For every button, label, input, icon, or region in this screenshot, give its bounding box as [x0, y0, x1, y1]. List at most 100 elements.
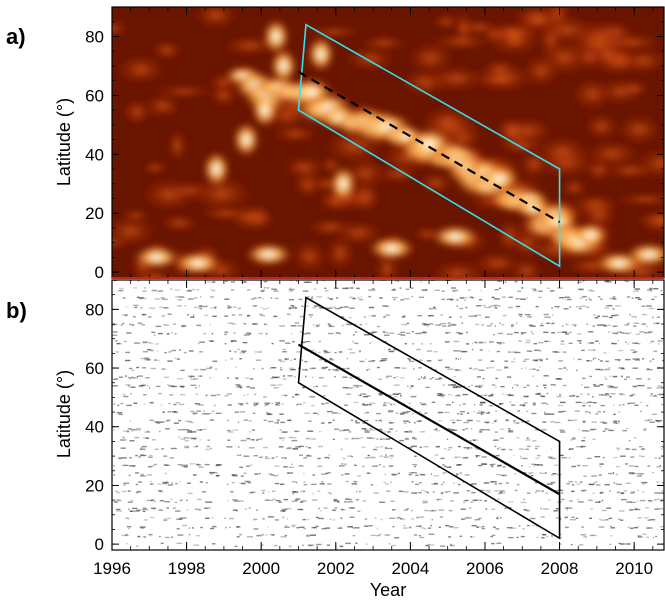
data-point	[599, 463, 604, 465]
data-point	[354, 482, 356, 484]
data-point	[472, 499, 478, 502]
data-point	[504, 360, 508, 362]
data-point	[410, 287, 414, 289]
data-point	[243, 323, 247, 325]
data-point	[634, 472, 641, 475]
data-point	[617, 449, 620, 451]
data-point	[417, 378, 421, 380]
data-point	[603, 411, 606, 413]
data-point	[470, 501, 474, 503]
data-point	[533, 343, 538, 345]
data-point	[633, 322, 640, 324]
data-point	[469, 367, 472, 369]
data-point	[609, 375, 612, 377]
data-point	[525, 314, 531, 316]
data-point	[317, 465, 323, 467]
data-point	[411, 445, 416, 448]
data-point	[246, 315, 250, 317]
data-point	[598, 394, 604, 396]
data-point	[457, 483, 461, 486]
data-point	[183, 351, 187, 354]
data-point	[200, 296, 202, 298]
panel-a-ytick-label: 80	[85, 27, 104, 46]
data-point	[660, 448, 663, 450]
data-point	[437, 394, 442, 397]
data-point	[600, 384, 604, 386]
data-point	[334, 428, 339, 430]
data-point	[378, 394, 383, 396]
heat-warm-patch	[193, 7, 239, 30]
data-point	[149, 454, 153, 457]
data-point	[408, 473, 412, 476]
data-point	[279, 437, 286, 439]
panel-b-xtick-label: 2006	[466, 559, 504, 578]
data-point	[373, 492, 380, 494]
data-point	[647, 387, 652, 389]
data-point	[351, 527, 355, 529]
data-point	[540, 472, 546, 475]
data-point	[626, 501, 632, 503]
data-point	[366, 437, 372, 439]
data-point	[318, 377, 324, 379]
data-point	[588, 405, 591, 407]
data-point	[199, 305, 202, 307]
data-point	[618, 359, 620, 362]
data-point	[481, 411, 485, 413]
data-point	[536, 369, 540, 371]
data-point	[128, 474, 131, 477]
data-point	[457, 445, 461, 448]
data-point	[438, 377, 443, 380]
data-point	[159, 430, 161, 433]
data-point	[247, 482, 252, 484]
data-point	[544, 413, 547, 416]
data-point	[605, 281, 612, 283]
data-point	[581, 446, 583, 448]
data-point	[310, 534, 316, 536]
data-point	[395, 376, 399, 378]
data-point	[214, 306, 217, 308]
data-point	[133, 287, 138, 289]
data-point	[156, 422, 161, 424]
data-point	[575, 517, 579, 519]
data-point	[589, 412, 591, 414]
data-point	[190, 431, 197, 433]
data-point	[401, 316, 405, 318]
data-point	[250, 298, 255, 300]
data-point	[470, 428, 473, 430]
data-point	[557, 411, 563, 413]
data-point	[290, 325, 297, 327]
data-point	[158, 332, 163, 335]
data-point	[546, 535, 549, 538]
data-point	[570, 543, 573, 546]
data-point	[196, 410, 201, 412]
data-point	[176, 358, 180, 360]
data-point	[607, 385, 612, 387]
data-point	[160, 297, 165, 299]
data-point	[129, 440, 135, 442]
data-point	[475, 385, 481, 387]
data-point	[346, 323, 352, 326]
data-point	[227, 499, 229, 502]
data-point	[566, 369, 568, 371]
data-point	[183, 429, 190, 431]
data-point	[176, 542, 183, 544]
data-point	[142, 342, 148, 344]
data-point	[591, 475, 598, 477]
heat-bright-patch	[329, 165, 358, 202]
data-point	[322, 527, 324, 530]
data-point	[252, 323, 258, 325]
data-point	[656, 322, 660, 324]
data-point	[359, 360, 366, 363]
data-point	[116, 508, 121, 511]
data-point	[280, 536, 287, 538]
data-point	[336, 297, 339, 299]
data-point	[408, 421, 411, 423]
data-point	[133, 429, 138, 431]
data-point	[372, 448, 377, 451]
data-point	[559, 297, 565, 299]
data-point	[123, 430, 129, 432]
data-point	[230, 281, 236, 283]
data-point	[532, 402, 536, 404]
data-point	[358, 349, 361, 352]
data-point	[649, 395, 653, 397]
